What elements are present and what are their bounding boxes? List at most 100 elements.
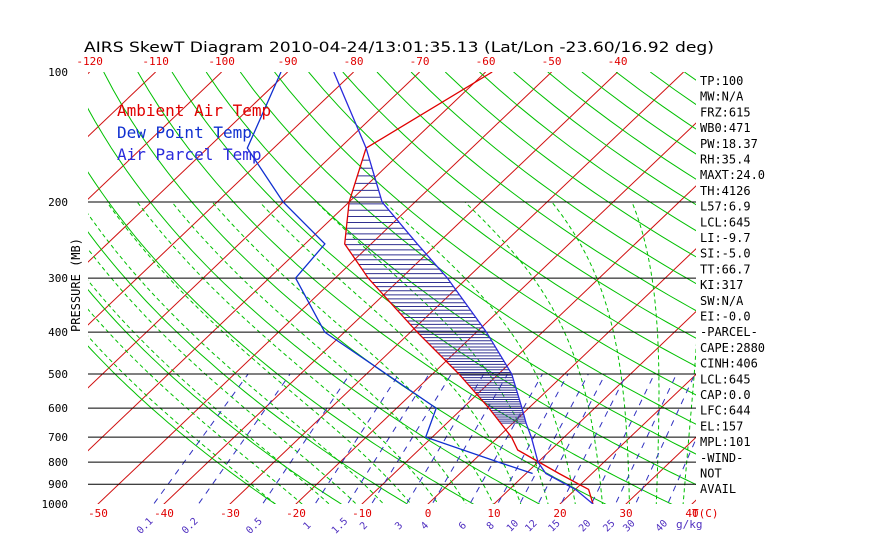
bottom-temp-tick-label: 20 (553, 507, 566, 520)
stat-line: CINH:406 (700, 357, 758, 371)
moist-adiabat (631, 201, 660, 504)
top-temp-tick-label: -60 (476, 55, 496, 68)
bottom-temp-tick-label: 40 (685, 507, 698, 520)
y-axis-label: PRESSURE (MB) (69, 238, 83, 332)
mixing-ratio-line (634, 373, 696, 504)
bottom-temp-tick-label: 0 (425, 507, 432, 520)
mixing-ratio-tick-label: 3 (393, 520, 405, 532)
mixing-ratio-tick-label: 0.2 (180, 516, 201, 537)
moist-adiabat (88, 335, 277, 504)
mixing-ratio-tick-label: 15 (546, 518, 562, 534)
stat-line: -PARCEL- (700, 325, 758, 339)
mixing-ratio-line (537, 373, 606, 504)
isotherm (88, 72, 486, 452)
mixing-ratio-line (197, 373, 291, 504)
isotherm (427, 248, 696, 504)
mixing-ratio-tick-label: 40 (654, 518, 670, 534)
top-temp-tick-label: -110 (142, 55, 169, 68)
stat-line: FRZ:615 (700, 105, 751, 119)
moist-adiabat (171, 201, 467, 504)
top-temp-tick-label: -80 (344, 55, 364, 68)
mixing-ratio-line (614, 373, 677, 504)
pressure-tick-label: 300 (48, 272, 68, 285)
stat-line: MAXT:24.0 (700, 168, 765, 182)
dry-adiabat (239, 72, 696, 425)
isotherm (0, 72, 24, 513)
bottom-temp-tick-label: -20 (286, 507, 306, 520)
isotherm (88, 72, 222, 200)
mixing-ratio-tick-label: 0.1 (135, 516, 156, 537)
pressure-tick-label: 900 (48, 478, 68, 491)
dry-adiabat (410, 72, 696, 285)
legend-entry-1: Dew Point Temp (117, 123, 252, 142)
mixing-ratio-tick-label: 1.5 (330, 516, 351, 537)
isotherm (163, 72, 618, 504)
moist-adiabat (88, 213, 385, 504)
moist-adiabat (211, 201, 494, 504)
stat-line: NOT (700, 467, 722, 481)
isotherm (559, 373, 696, 504)
mixing-ratio-line (153, 373, 249, 504)
isotherm (295, 122, 696, 504)
dry-adiabat (274, 72, 696, 396)
stat-line: L57:6.9 (700, 200, 751, 214)
dry-adiabat (137, 72, 673, 504)
moist-adiabat (88, 248, 358, 504)
mixing-ratio-tick-label: 12 (523, 518, 539, 534)
dry-adiabat (821, 72, 870, 513)
dry-adiabat (650, 72, 696, 106)
pressure-tick-label: 500 (48, 368, 68, 381)
mixing-ratio-tick-label: 10 (505, 518, 521, 534)
mixing-ratio-line (519, 373, 589, 504)
stat-line: LI:-9.7 (700, 231, 751, 245)
mixing-ratio-tick-label: 0.5 (244, 516, 265, 537)
stat-line: MW:N/A (700, 90, 744, 104)
isotherm (748, 72, 870, 513)
dry-adiabat (753, 72, 870, 513)
moist-adiabat (464, 201, 603, 504)
mixing-ratio-line (667, 437, 696, 504)
pressure-tick-label: 200 (48, 196, 68, 209)
stat-line: EL:157 (700, 419, 743, 433)
pressure-tick-label: 100 (48, 66, 68, 79)
chart-title: AIRS SkewT Diagram 2010-04-24/13:01:35.1… (84, 40, 714, 56)
dry-adiabat (479, 72, 696, 232)
dry-adiabat (88, 288, 343, 504)
top-temp-tick-label: -40 (608, 55, 628, 68)
mixing-ratio-line (469, 373, 543, 504)
top-temp-tick-label: -100 (208, 55, 235, 68)
stat-line: LCL:645 (700, 215, 751, 229)
mixing-ratio-tick-label: 4 (419, 520, 431, 532)
bottom-temp-tick-label: 10 (487, 507, 500, 520)
moist-adiabat (88, 279, 330, 504)
moist-adiabat (88, 308, 303, 504)
dry-adiabat (171, 72, 696, 486)
isotherm (814, 72, 870, 513)
legend-entry-0: Ambient Air Temp (117, 101, 271, 120)
mixing-ratio-line (560, 373, 627, 504)
pressure-tick-label: 700 (48, 431, 68, 444)
pressure-tick-label: 400 (48, 326, 68, 339)
dry-adiabat (787, 72, 870, 513)
isotherm (88, 72, 420, 389)
mixing-ratio-line (405, 373, 485, 504)
stat-line: RH:35.4 (700, 153, 751, 167)
mixing-ratio-tick-label: 8 (485, 520, 497, 532)
moist-adiabat (136, 201, 440, 504)
dry-adiabat (855, 72, 870, 513)
pressure-tick-label: 1000 (42, 498, 69, 511)
bottom-temp-tick-label: -30 (220, 507, 240, 520)
isotherm (229, 72, 684, 504)
stat-line: TP:100 (700, 74, 743, 88)
bottom-temp-tick-label: -50 (88, 507, 108, 520)
stat-line: WB0:471 (700, 121, 751, 135)
isotherm (625, 436, 696, 504)
series-line-0 (344, 72, 594, 504)
mixing-ratio-tick-label: 1 (301, 520, 313, 532)
bottom-temp-tick-label: 30 (619, 507, 632, 520)
moist-adiabat (106, 201, 412, 504)
moist-adiabat (384, 201, 576, 504)
dry-adiabat (308, 72, 696, 367)
stat-line: MPL:101 (700, 435, 751, 449)
